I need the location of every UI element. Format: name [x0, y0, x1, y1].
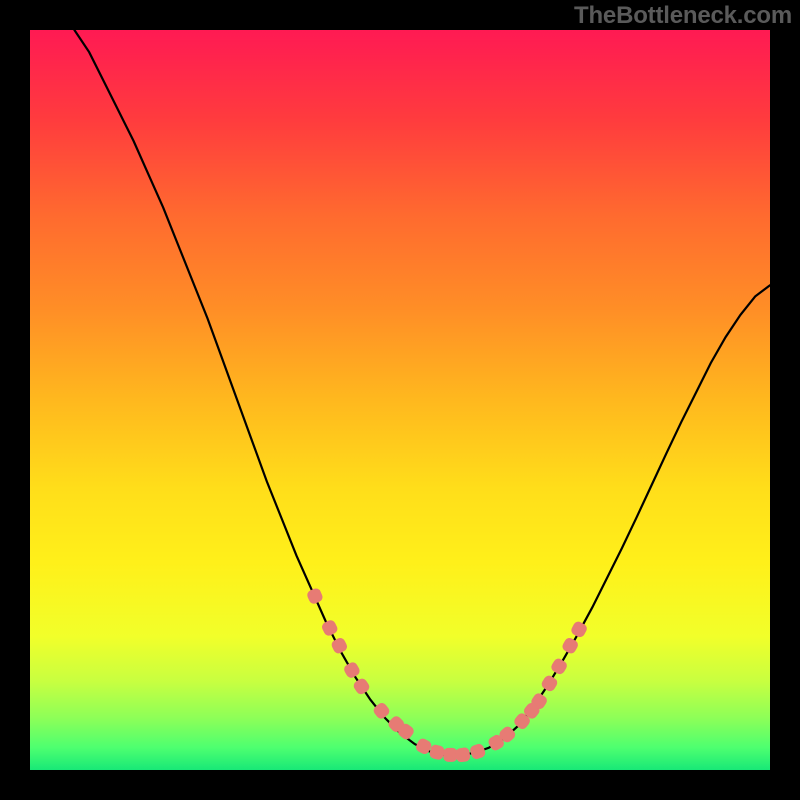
chart-frame: TheBottleneck.com	[0, 0, 800, 800]
curve-marker	[443, 748, 457, 762]
watermark-text: TheBottleneck.com	[574, 2, 792, 30]
chart-background	[30, 30, 770, 770]
chart-svg	[0, 0, 800, 800]
